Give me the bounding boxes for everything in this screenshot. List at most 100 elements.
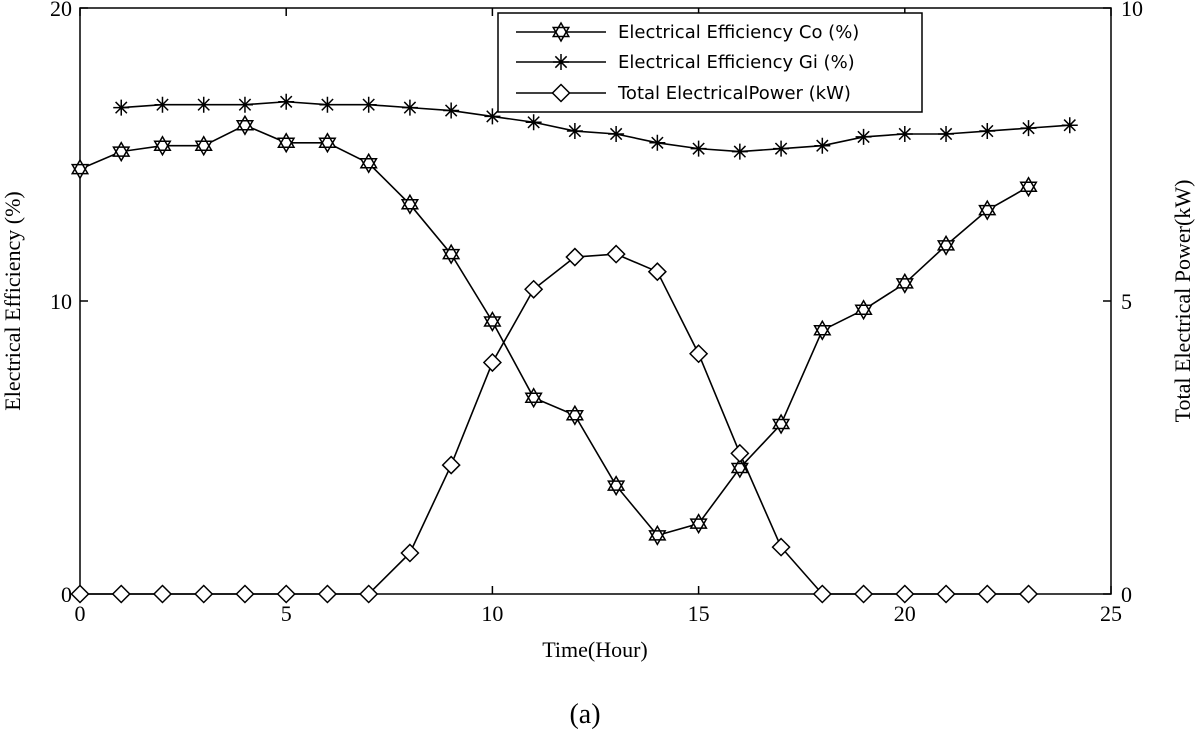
- legend-marker: [553, 54, 569, 70]
- left-y-axis-title: Electrical Efficiency (%): [0, 191, 25, 410]
- data-point: [566, 123, 583, 140]
- legend-item: Total ElectricalPower (kW): [516, 83, 851, 104]
- legend-label: Total ElectricalPower (kW): [617, 83, 851, 104]
- data-point: [70, 584, 90, 604]
- x-tick-label: 0: [75, 601, 86, 626]
- data-point: [608, 125, 625, 142]
- data-point: [482, 352, 502, 373]
- data-point: [194, 584, 214, 604]
- figure-caption: (a): [569, 699, 600, 730]
- left-y-tick-label: 20: [50, 0, 72, 21]
- data-point: [647, 262, 667, 282]
- data-point: [854, 299, 873, 321]
- data-point: [152, 584, 173, 604]
- series-layer: [70, 93, 1078, 604]
- data-point: [525, 114, 542, 131]
- data-point: [731, 143, 748, 160]
- data-point: [771, 537, 791, 557]
- data-point: [400, 193, 420, 215]
- data-point: [649, 134, 666, 151]
- data-point: [524, 387, 543, 409]
- data-point: [814, 137, 831, 154]
- x-tick-label: 10: [481, 601, 503, 626]
- data-point: [443, 102, 460, 119]
- data-point: [607, 475, 626, 497]
- legend-item: Electrical Efficiency Co (%): [516, 21, 859, 43]
- data-point: [773, 140, 790, 157]
- data-point: [895, 272, 914, 294]
- x-tick-label: 15: [688, 601, 710, 626]
- data-point: [317, 584, 338, 604]
- data-point: [1019, 176, 1038, 198]
- data-point: [689, 513, 708, 535]
- data-point: [979, 123, 996, 140]
- data-point: [936, 234, 956, 256]
- data-point: [154, 96, 171, 113]
- data-point: [360, 96, 377, 113]
- data-point: [855, 128, 872, 145]
- data-point: [938, 125, 955, 142]
- data-point: [484, 108, 501, 125]
- data-point: [812, 584, 832, 604]
- data-point: [359, 152, 378, 174]
- x-axis-title: Time(Hour): [542, 637, 648, 662]
- data-point: [977, 584, 997, 604]
- left-y-tick-label: 0: [61, 582, 72, 607]
- data-point: [690, 140, 707, 157]
- data-point: [194, 135, 213, 157]
- data-point: [236, 96, 253, 113]
- series-line: [80, 253, 1029, 595]
- data-point: [195, 96, 212, 113]
- data-point: [442, 243, 461, 265]
- data-point: [277, 132, 296, 154]
- x-tick-label: 5: [281, 601, 292, 626]
- data-point: [235, 114, 255, 136]
- data-point: [853, 584, 874, 604]
- right-y-tick-label: 5: [1121, 289, 1132, 314]
- right-y-tick-label: 0: [1121, 582, 1132, 607]
- data-point: [112, 141, 131, 163]
- data-point: [565, 404, 584, 426]
- data-point: [730, 443, 750, 463]
- data-point: [441, 455, 461, 475]
- legend-label: Electrical Efficiency Co (%): [618, 22, 859, 43]
- data-point: [153, 135, 172, 157]
- data-point: [113, 99, 130, 116]
- data-point: [276, 584, 296, 604]
- legend: Electrical Efficiency Co (%) Electrical E…: [497, 12, 923, 113]
- data-point: [813, 319, 832, 341]
- data-point: [1018, 584, 1039, 604]
- data-point: [483, 311, 502, 333]
- left-y-axis: 0 10 20: [50, 0, 88, 607]
- x-tick-label: 20: [894, 601, 916, 626]
- right-y-axis: 0 5 10: [1103, 0, 1143, 607]
- x-axis: 0 5 10 15 20 25: [75, 8, 1122, 626]
- data-point: [606, 244, 626, 264]
- series-3: [70, 244, 1039, 604]
- data-point: [524, 279, 544, 299]
- left-y-tick-label: 10: [50, 289, 72, 314]
- data-point: [936, 584, 956, 604]
- x-tick-label: 25: [1100, 601, 1122, 626]
- legend-marker: [551, 83, 571, 103]
- data-point: [648, 524, 667, 546]
- data-point: [359, 584, 379, 604]
- data-point: [1061, 117, 1078, 134]
- right-y-tick-label: 10: [1121, 0, 1143, 21]
- legend-marker: [551, 21, 571, 43]
- data-point: [1020, 120, 1037, 137]
- data-point: [895, 584, 915, 604]
- data-point: [400, 543, 420, 563]
- series-2: [113, 93, 1078, 160]
- data-point: [235, 584, 255, 604]
- data-point: [70, 158, 90, 180]
- legend-label: Electrical Efficiency Gi (%): [618, 52, 855, 73]
- data-point: [689, 344, 709, 364]
- data-point: [401, 99, 418, 116]
- legend-item: Electrical Efficiency Gi (%): [516, 52, 855, 73]
- data-point: [978, 199, 997, 221]
- data-point: [565, 247, 585, 267]
- data-point: [896, 125, 913, 142]
- data-point: [318, 132, 337, 154]
